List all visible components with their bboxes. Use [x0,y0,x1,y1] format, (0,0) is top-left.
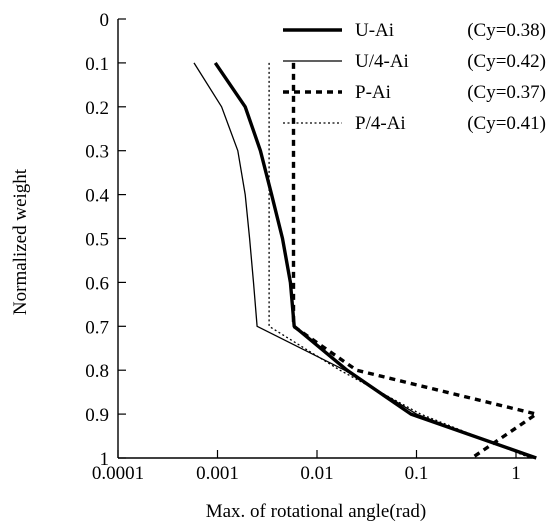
y-tick-label: 0.2 [85,98,109,119]
legend-series-cy: (Cy=0.42) [467,51,546,72]
y-tick-label: 0.1 [85,54,109,75]
x-axis-title: Max. of rotational angle(rad) [206,501,427,522]
legend-series-name: P-Ai [355,82,391,103]
y-tick-label: 0.9 [85,405,109,426]
legend-series-name: U/4-Ai [355,51,409,72]
series-line-3 [291,62,538,460]
x-tick-label: 0.001 [196,463,239,484]
y-tick-label: 0.3 [85,142,109,163]
y-tick-label: 1 [100,449,110,470]
legend-series-cy: (Cy=0.37) [467,82,546,103]
y-tick-label: 0.7 [85,317,109,338]
y-tick-label: 0.8 [85,361,109,382]
y-tick-label: 0.5 [85,230,109,251]
y-tick-label: 0.6 [85,273,109,294]
y-tick-label: 0 [100,10,110,31]
legend-series-name: P/4-Ai [355,113,406,134]
x-tick-label: 0.01 [300,463,333,484]
x-tick-label: 0.0001 [92,463,144,484]
series-line-4 [268,62,531,459]
legend-series-cy: (Cy=0.38) [467,20,546,41]
x-tick-label: 1 [511,463,521,484]
legend-series-name: U-Ai [355,20,394,41]
ticks-layer: 00.10.20.30.40.50.60.70.80.910.0001 0.001… [85,10,521,484]
y-axis-title: Normalized weight [10,168,31,315]
series-layer [193,61,538,460]
legend-series-cy: (Cy=0.41) [467,113,546,134]
y-tick-label: 0.4 [85,186,109,207]
x-tick-label: 0.1 [405,463,429,484]
legend: U-Ai (Cy=0.38) U/4-Ai (Cy=0.42) P-Ai (Cy=0.37… [283,20,546,134]
